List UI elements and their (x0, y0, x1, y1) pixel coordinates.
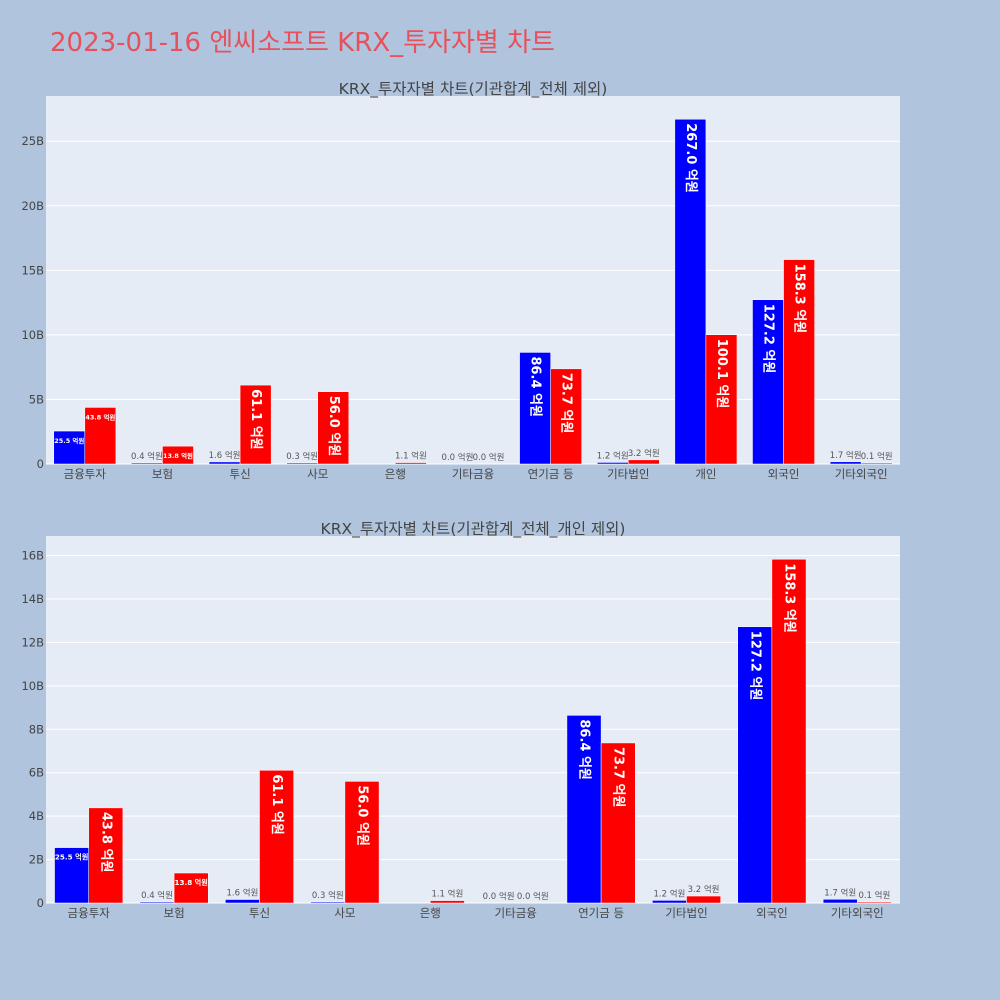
y-tick-label: 5B (29, 392, 44, 406)
bar-value-label: 3.2 억원 (628, 448, 660, 459)
bar (829, 461, 862, 465)
bar (860, 462, 893, 465)
bar (752, 299, 784, 465)
bar-value-label: 158.3 억원 (792, 264, 807, 334)
bar-value-label: 13.8 억원 (163, 451, 193, 460)
bar-value-label: 0.4 억원 (131, 451, 163, 462)
bar-value-label: 0.0 억원 (473, 452, 505, 463)
bar (286, 462, 318, 465)
bar-value-label: 127.2 억원 (761, 304, 776, 374)
y-tick-label: 20B (21, 199, 44, 213)
bar (705, 334, 738, 465)
x-tick-label: 사모 (307, 467, 328, 481)
x-tick-label: 기타금융 (452, 467, 494, 481)
bar (239, 384, 272, 465)
bar-value-label: 0.1 억원 (861, 451, 893, 462)
bar-value-label: 43.8 억원 (85, 412, 115, 421)
y-tick-label: 10B (21, 328, 44, 342)
bar-value-label: 0.3 억원 (286, 451, 318, 462)
bar (596, 462, 629, 465)
bar-value-label: 61.1 억원 (248, 389, 263, 450)
bar (519, 352, 551, 465)
x-tick-label: 개인 (695, 467, 716, 481)
bar-value-label: 1.1 억원 (395, 451, 427, 462)
x-tick-label: 보험 (152, 467, 173, 481)
x-tick-label: 금융투자 (64, 467, 107, 481)
bar-value-label: 73.7 억원 (559, 373, 574, 434)
bar (628, 459, 660, 465)
bar-value-label: 86.4 억원 (528, 356, 543, 417)
bar-value-label: 56.0 억원 (326, 396, 341, 457)
x-tick-label: 외국인 (768, 467, 800, 481)
bar (131, 462, 163, 465)
x-tick-label: 기타외국인 (835, 467, 888, 481)
bar-value-label: 1.7 억원 (830, 450, 862, 461)
bar-value-label: 100.1 억원 (714, 339, 729, 409)
bar-value-label: 267.0 억원 (683, 123, 698, 193)
bar (783, 259, 815, 465)
page-title: 2023-01-16 엔씨소프트 KRX_투자자별 차트 (50, 28, 555, 58)
y-tick-label: 15B (21, 263, 44, 277)
chart-title: KRX_투자자별 차트(기관합계_전체 제외) (339, 80, 608, 99)
bar-value-label: 1.6 억원 (209, 450, 241, 461)
x-tick-label: 은행 (385, 467, 406, 481)
bar-value-label: 0.0 억원 (442, 452, 474, 463)
y-tick-label: 25B (21, 134, 44, 148)
bar (84, 407, 117, 465)
bar (208, 461, 241, 465)
x-tick-label: 기타법인 (607, 467, 649, 481)
bar (53, 430, 86, 465)
x-tick-label: 연기금 등 (528, 467, 574, 481)
x-tick-label: 투신 (230, 467, 251, 481)
bar (395, 462, 427, 465)
y-tick-label: 0 (37, 457, 44, 471)
bar (550, 368, 582, 465)
bar (162, 445, 194, 465)
bar-value-label: 25.5 억원 (54, 436, 84, 445)
bar (674, 118, 707, 465)
bar (317, 391, 350, 465)
bar-value-label: 1.2 억원 (597, 450, 629, 461)
